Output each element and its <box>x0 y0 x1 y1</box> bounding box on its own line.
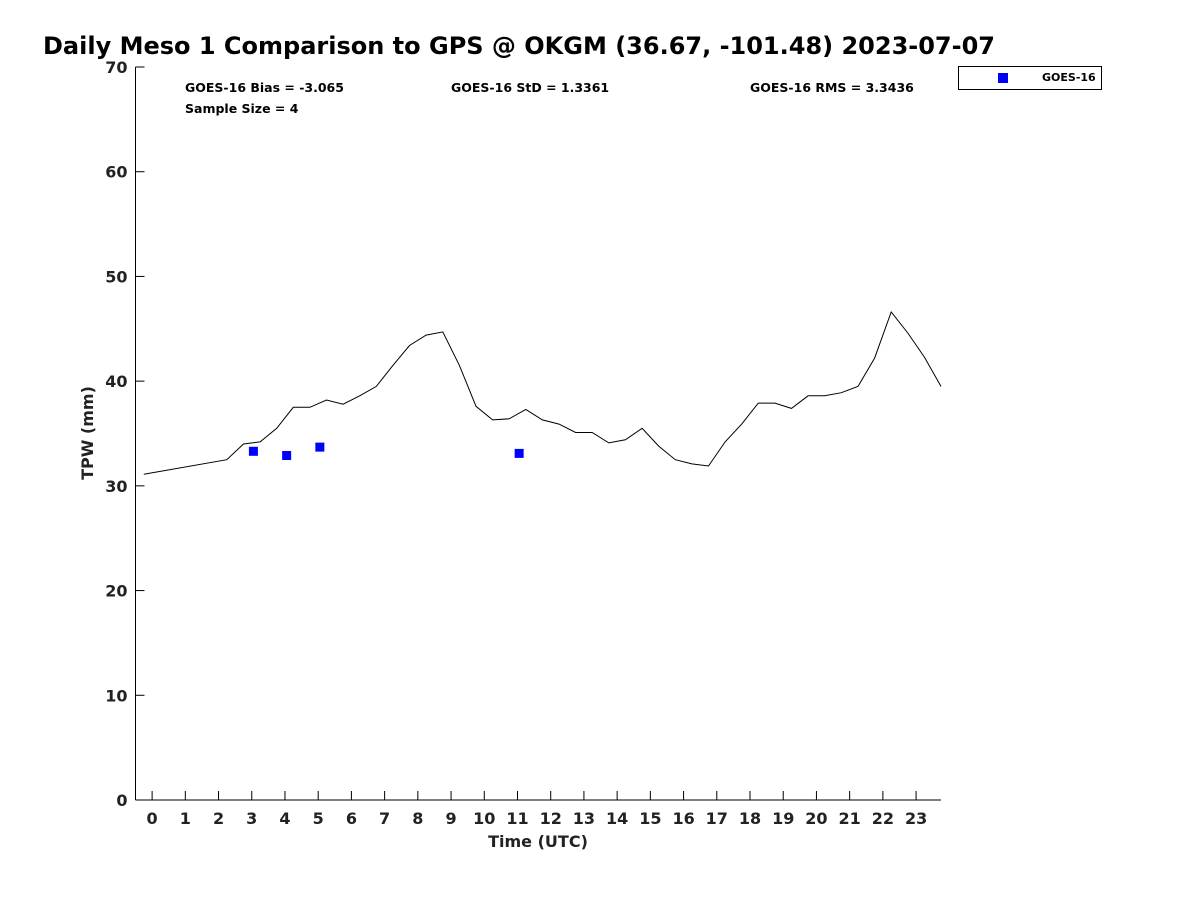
x-axis-ticks: 0 1 2 3 4 5 6 7 8 9 10 11 12 13 14 15 16 17 18 19 20 21 22 23 <box>147 791 927 828</box>
y-tick-label: 50 <box>105 267 127 286</box>
chart-title: Daily Meso 1 Comparison to GPS @ OKGM (3… <box>43 32 995 60</box>
x-tick-label: 23 <box>905 809 927 828</box>
goes16-point <box>282 450 292 460</box>
x-tick-label: 14 <box>606 809 628 828</box>
x-tick-label: 8 <box>412 809 423 828</box>
x-tick-label: 5 <box>313 809 324 828</box>
y-axis-label: TPW (mm) <box>78 386 97 480</box>
x-tick-label: 9 <box>445 809 456 828</box>
y-tick-label: 20 <box>105 582 127 601</box>
gps-tpw-line <box>143 310 942 475</box>
x-tick-label: 21 <box>839 809 861 828</box>
stat-bias: GOES-16 Bias = -3.065 <box>185 80 344 95</box>
stat-sample-size: Sample Size = 4 <box>185 101 299 116</box>
x-tick-label: 6 <box>346 809 357 828</box>
y-tick-label: 70 <box>105 58 127 77</box>
legend: GOES-16 <box>958 66 1102 90</box>
y-tick-label: 40 <box>105 372 127 391</box>
y-tick-label: 60 <box>105 163 127 182</box>
x-axis-label: Time (UTC) <box>488 832 588 851</box>
gps-line-series <box>143 310 942 475</box>
stat-std: GOES-16 StD = 1.3361 <box>451 80 609 95</box>
y-axis-ticks: 0 10 20 30 40 50 60 70 <box>105 58 145 810</box>
x-tick-label: 12 <box>540 809 562 828</box>
stat-rms: GOES-16 RMS = 3.3436 <box>750 80 914 95</box>
x-tick-label: 16 <box>672 809 694 828</box>
x-tick-label: 15 <box>639 809 661 828</box>
legend-marker-goes16 <box>998 73 1008 83</box>
x-tick-label: 22 <box>872 809 894 828</box>
goes16-point <box>248 446 258 456</box>
goes16-point <box>514 448 524 458</box>
legend-label-goes16: GOES-16 <box>1042 71 1096 84</box>
x-tick-label: 11 <box>506 809 528 828</box>
x-tick-label: 1 <box>180 809 191 828</box>
axes <box>135 67 941 801</box>
goes16-point <box>315 442 325 452</box>
x-tick-label: 4 <box>279 809 290 828</box>
goes16-scatter-series <box>248 442 524 460</box>
x-tick-label: 0 <box>147 809 158 828</box>
y-tick-label: 30 <box>105 477 127 496</box>
y-tick-label: 0 <box>116 791 127 810</box>
x-tick-label: 3 <box>246 809 257 828</box>
x-tick-label: 13 <box>573 809 595 828</box>
x-tick-label: 7 <box>379 809 390 828</box>
y-tick-label: 10 <box>105 686 127 705</box>
legend-box <box>958 66 1102 90</box>
x-tick-label: 10 <box>473 809 495 828</box>
x-tick-label: 2 <box>213 809 224 828</box>
x-tick-label: 20 <box>805 809 827 828</box>
x-tick-label: 18 <box>739 809 761 828</box>
x-tick-label: 17 <box>706 809 728 828</box>
x-tick-label: 19 <box>772 809 794 828</box>
